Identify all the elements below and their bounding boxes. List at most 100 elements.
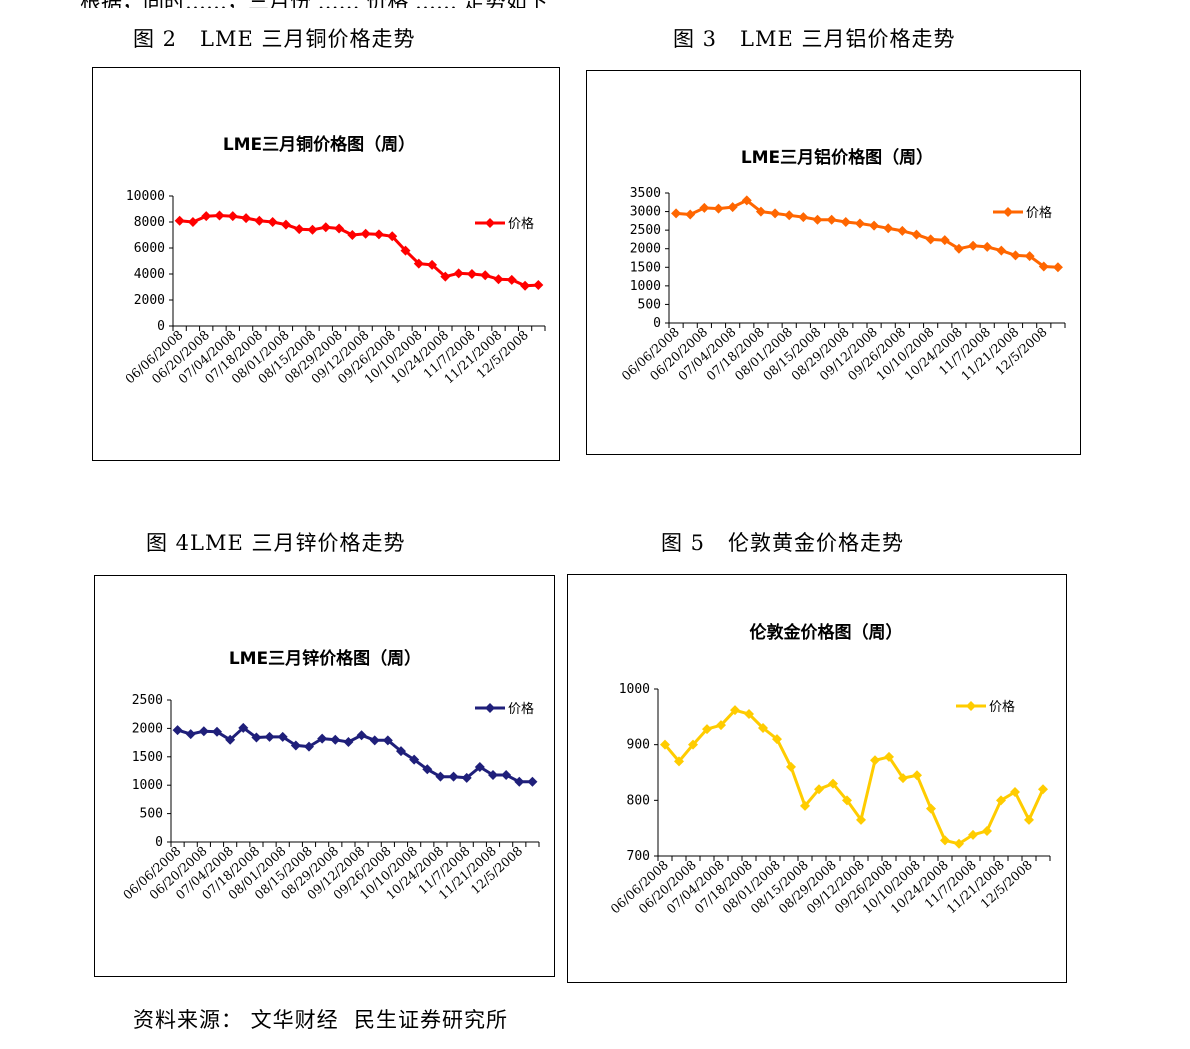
- caption-fig3: 图 3 LME 三月铝价格走势: [673, 27, 956, 51]
- data-point: [488, 769, 498, 780]
- data-point: [198, 726, 209, 737]
- data-point: [702, 724, 712, 735]
- y-tick-label: 8000: [134, 215, 165, 230]
- data-point: [520, 280, 531, 291]
- data-point: [238, 722, 249, 733]
- data-point: [1024, 814, 1034, 825]
- data-point: [254, 215, 265, 226]
- data-point: [912, 770, 922, 781]
- y-tick-label: 4000: [134, 267, 165, 282]
- zinc-chart: LME三月锌价格图（周） 0 500 1000 1500 2000 2500 06/06/20…: [94, 575, 555, 977]
- data-point: [699, 202, 710, 213]
- data-point: [501, 769, 512, 780]
- y-tick-label: 1000: [132, 778, 163, 793]
- data-point: [466, 269, 477, 279]
- data-point: [772, 734, 782, 745]
- data-point: [968, 240, 979, 251]
- y-tick-label: 900: [627, 738, 650, 753]
- data-point: [911, 229, 922, 240]
- legend-marker: [485, 703, 495, 713]
- data-point: [897, 225, 908, 236]
- data-point: [869, 220, 880, 231]
- data-point: [514, 776, 525, 787]
- chart-title: LME三月铜价格图（周）: [223, 134, 415, 155]
- data-point: [674, 756, 684, 767]
- data-point: [413, 258, 424, 269]
- aluminum-chart: LME三月铝价格图（周） 0 500 1000 1500 2000 2500 3000 3500…: [586, 70, 1081, 455]
- data-point: [1052, 262, 1063, 273]
- y-tick-label: 2000: [132, 721, 163, 736]
- data-point: [784, 210, 795, 221]
- data-point: [251, 732, 262, 743]
- data-point: [400, 245, 411, 256]
- data-point: [727, 202, 738, 213]
- y-tick-label: 10000: [126, 189, 165, 204]
- series-line: [675, 198, 1058, 269]
- y-tick-label: 0: [155, 835, 163, 850]
- data-point: [317, 733, 328, 744]
- data-point: [982, 825, 992, 836]
- data-point: [212, 726, 222, 737]
- data-point: [1010, 250, 1021, 261]
- gold-chart: 伦敦金价格图（周） 700 800 900 1000 06/06/2008 06/20/20…: [567, 574, 1067, 983]
- data-point: [387, 231, 398, 242]
- chart-title: 伦敦金价格图（周）: [750, 622, 903, 643]
- data-point: [814, 784, 824, 795]
- data-point: [373, 229, 384, 240]
- y-tick-label: 1500: [630, 260, 661, 275]
- y-tick-label: 700: [627, 849, 650, 864]
- aluminum-svg: LME三月铝价格图（周） 0 500 1000 1500 2000 2500 3000 3500…: [619, 147, 1066, 383]
- data-point: [369, 735, 380, 746]
- data-point: [448, 771, 459, 782]
- data-point: [304, 741, 314, 752]
- data-point: [277, 731, 288, 742]
- y-tick-label: 500: [140, 807, 163, 822]
- data-point: [660, 739, 670, 750]
- data-point: [506, 274, 517, 285]
- data-point: [360, 228, 371, 239]
- data-point: [953, 243, 964, 254]
- caption-fig5: 图 5 伦敦黄金价格走势: [661, 531, 905, 555]
- data-point: [954, 838, 964, 849]
- data-point: [409, 754, 420, 765]
- data-point: [758, 722, 768, 733]
- data-point: [713, 203, 724, 214]
- data-point: [826, 214, 837, 225]
- data-point: [320, 222, 331, 233]
- data-point: [493, 274, 504, 285]
- data-point: [201, 211, 212, 222]
- data-point: [174, 215, 185, 226]
- y-tick-label: 2000: [630, 242, 661, 257]
- data-point: [744, 709, 754, 720]
- data-point: [396, 746, 406, 757]
- legend-label: 价格: [508, 216, 534, 232]
- legend-label: 价格: [1026, 205, 1052, 221]
- legend-marker: [485, 218, 495, 228]
- data-point: [688, 739, 698, 750]
- data-point: [307, 224, 318, 235]
- data-point: [996, 245, 1007, 256]
- y-tick-label: 6000: [134, 241, 165, 256]
- data-point: [854, 218, 865, 229]
- y-tick-label: 2000: [134, 293, 165, 308]
- data-point: [474, 762, 485, 773]
- series-line: [177, 726, 533, 784]
- data-point: [1024, 251, 1035, 262]
- data-point: [926, 803, 936, 814]
- data-point: [453, 268, 464, 279]
- copper-chart: LME三月铜价格图（周） 0 2000 4000 6000 8000 10000 06/06/…: [92, 67, 560, 461]
- data-point: [1010, 786, 1020, 797]
- data-point: [1038, 261, 1049, 272]
- legend-label: 价格: [508, 701, 534, 717]
- data-point: [294, 224, 305, 235]
- y-tick-label: 0: [653, 316, 661, 331]
- data-point: [280, 219, 291, 230]
- data-point: [187, 217, 198, 227]
- data-point: [382, 735, 393, 746]
- data-point: [334, 223, 345, 234]
- y-tick-label: 0: [157, 319, 165, 334]
- data-point: [898, 773, 908, 784]
- data-point: [840, 216, 851, 227]
- legend-label: 价格: [989, 699, 1015, 715]
- y-tick-label: 3000: [630, 205, 661, 220]
